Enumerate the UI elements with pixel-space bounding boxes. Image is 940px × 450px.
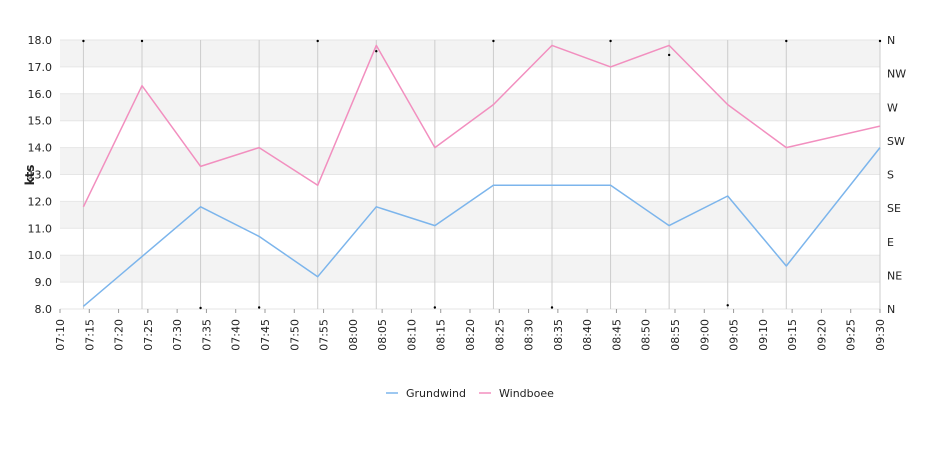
x-tick-label: 08:40 — [581, 319, 594, 351]
plot-band — [60, 120, 880, 148]
x-tick-label: 08:50 — [640, 319, 653, 351]
y-tick-label: 9.0 — [35, 276, 53, 289]
x-tick-label: 07:35 — [200, 319, 213, 351]
x-tick-label: 09:20 — [815, 319, 828, 351]
direction-point — [199, 306, 202, 310]
y-tick-label: 15.0 — [28, 115, 53, 128]
x-tick-label: 09:30 — [874, 319, 887, 351]
y-tick-label: 8.0 — [35, 303, 53, 316]
direction-point — [257, 306, 261, 309]
y-axis-title: kts — [23, 165, 37, 186]
y-tick-label: 18.0 — [28, 34, 53, 47]
y-tick-label: 11.0 — [28, 222, 53, 235]
x-tick-label: 08:15 — [435, 319, 448, 351]
y-tick-label: 16.0 — [28, 88, 53, 101]
direction-point — [433, 306, 437, 309]
plot-band — [60, 201, 880, 229]
x-tick-label: 08:45 — [610, 319, 623, 351]
direction-tick-label: NE — [887, 269, 902, 282]
series-line-grundwind — [82, 147, 881, 307]
x-tick-label: 09:00 — [698, 319, 711, 351]
x-tick-label: 09:05 — [728, 319, 741, 351]
legend-item-windboee[interactable]: Windboee — [479, 387, 554, 400]
direction-point — [609, 39, 612, 43]
x-tick-label: 07:30 — [171, 319, 184, 351]
plot-band — [60, 282, 880, 309]
x-tick-label: 08:10 — [405, 319, 418, 351]
x-tick-label: 09:15 — [786, 319, 799, 351]
direction-axis-tick-labels: N NE E SE S SW W NW N — [887, 34, 906, 316]
vertical-gridlines — [82, 40, 881, 309]
y-tick-label: 10.0 — [28, 249, 53, 262]
direction-tick-label: SE — [887, 202, 901, 215]
plot-band — [60, 228, 880, 256]
legend-label: Grundwind — [406, 387, 466, 400]
x-tick-label: 07:55 — [318, 319, 331, 351]
legend-label: Windboee — [499, 387, 554, 400]
x-tick-label: 08:00 — [347, 319, 360, 351]
y-axis-tick-labels: 8.0 9.0 10.0 11.0 12.0 13.0 14.0 15.0 16.0 17.0 18… — [28, 34, 53, 316]
direction-point — [492, 39, 495, 43]
y-tick-label: 12.0 — [28, 195, 53, 208]
x-tick-label: 08:35 — [552, 319, 565, 351]
direction-tick-label: E — [887, 236, 894, 249]
direction-point — [375, 50, 378, 53]
direction-tick-label: N — [887, 303, 895, 316]
x-tick-label: 07:50 — [288, 319, 301, 351]
plot-band — [60, 174, 880, 202]
x-tick-label: 07:20 — [113, 319, 126, 351]
plot-bands — [60, 40, 880, 309]
direction-tick-label: S — [887, 169, 894, 182]
direction-point — [140, 39, 144, 43]
x-tick-label: 07:40 — [230, 319, 243, 351]
direction-point — [667, 53, 671, 57]
plot-band — [60, 40, 880, 67]
direction-point — [785, 39, 788, 43]
x-tick-label: 08:30 — [523, 319, 536, 351]
x-axis-tick-labels: 07:10 07:15 07:20 07:25 07:30 07:35 07:40 07:45… — [54, 309, 887, 351]
direction-tick-label: SW — [887, 135, 905, 148]
x-tick-label: 08:05 — [376, 319, 389, 351]
x-tick-label: 07:15 — [83, 319, 96, 351]
direction-tick-label: N — [887, 34, 895, 47]
plot-band — [60, 66, 880, 94]
direction-point — [82, 39, 85, 43]
legend: Grundwind Windboee — [386, 387, 554, 400]
x-tick-label: 07:25 — [142, 319, 155, 351]
x-tick-label: 07:45 — [259, 319, 272, 351]
x-tick-label: 07:10 — [54, 319, 67, 351]
direction-points — [82, 39, 882, 310]
x-tick-label: 09:10 — [757, 319, 770, 351]
x-tick-label: 08:20 — [464, 319, 477, 351]
y-tick-label: 17.0 — [28, 61, 53, 74]
x-tick-label: 08:25 — [493, 319, 506, 351]
direction-point — [726, 304, 729, 307]
x-tick-label: 08:55 — [669, 319, 682, 351]
x-tick-label: 09:25 — [845, 319, 858, 351]
y-tick-label: 13.0 — [28, 169, 53, 182]
legend-item-grundwind[interactable]: Grundwind — [386, 387, 466, 400]
direction-tick-label: NW — [887, 68, 906, 81]
series-lines — [82, 44, 881, 307]
direction-point — [316, 39, 319, 43]
direction-tick-label: W — [887, 101, 898, 114]
plot-band — [60, 93, 880, 121]
series-line-windboee — [82, 44, 881, 208]
plot-band — [60, 255, 880, 283]
direction-point — [550, 306, 554, 309]
y-tick-label: 14.0 — [28, 142, 53, 155]
direction-point — [878, 39, 882, 43]
plot-band — [60, 147, 880, 175]
